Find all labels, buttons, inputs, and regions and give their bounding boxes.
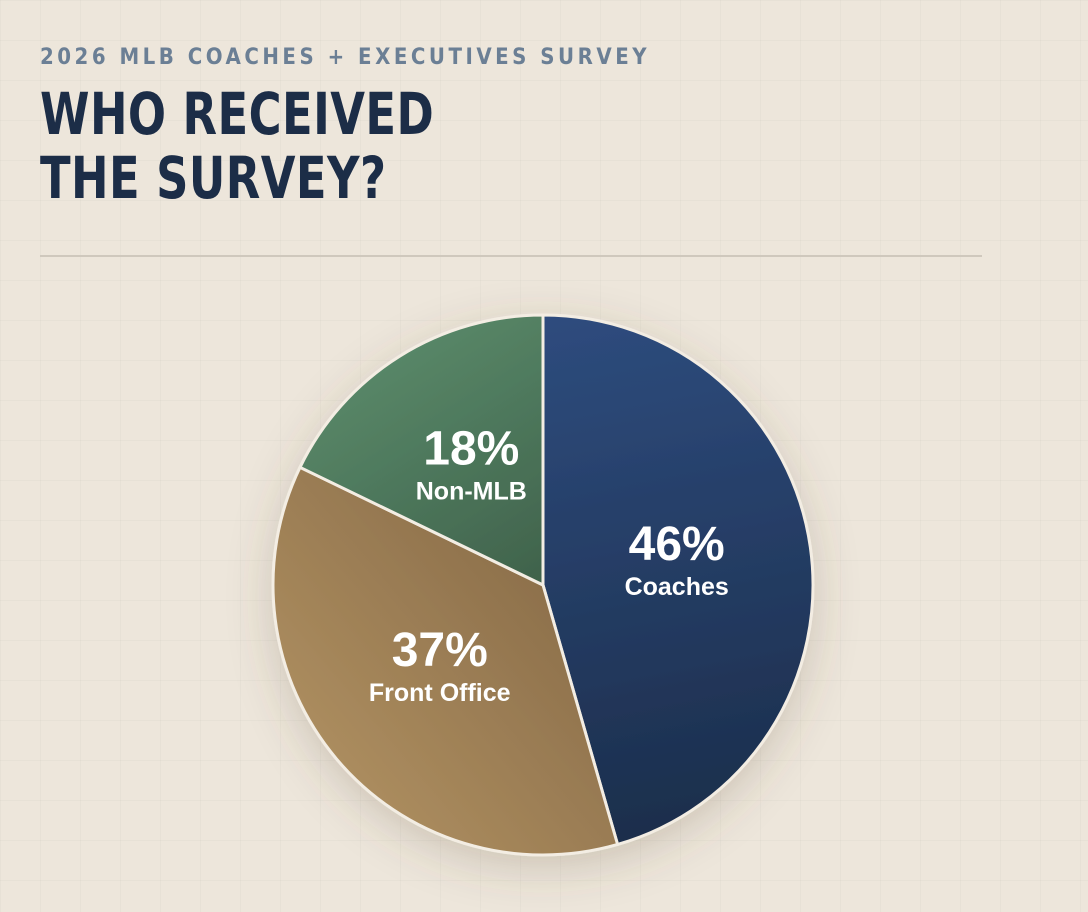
survey-eyebrow: 2026 MLB COACHES + EXECUTIVES SURVEY	[40, 45, 651, 70]
pie-label-non-mlb: Non-MLB	[416, 478, 527, 506]
pie-slice-non-mlb	[298, 313, 545, 587]
page-title-line-1: WHO RECEIVED	[40, 80, 435, 148]
page-title: WHO RECEIVED THE SURVEY?	[40, 82, 848, 210]
pie-slices	[271, 313, 815, 857]
pie-label-front-office: Front Office	[369, 679, 511, 707]
header-divider	[40, 255, 982, 257]
pie-value-coaches: 46%	[629, 518, 725, 571]
page-title-line-2: THE SURVEY?	[40, 144, 387, 212]
pie-value-non-mlb: 18%	[423, 423, 519, 476]
pie-label-coaches: Coaches	[625, 573, 729, 601]
header: 2026 MLB COACHES + EXECUTIVES SURVEY WHO…	[40, 44, 980, 210]
pie-slice-front-office	[271, 465, 620, 857]
pie-slice-coaches	[541, 313, 815, 846]
pie-value-front-office: 37%	[392, 624, 488, 677]
pie-labels: 46%Coaches 37%Front Office 18%Non-MLB	[369, 423, 729, 707]
